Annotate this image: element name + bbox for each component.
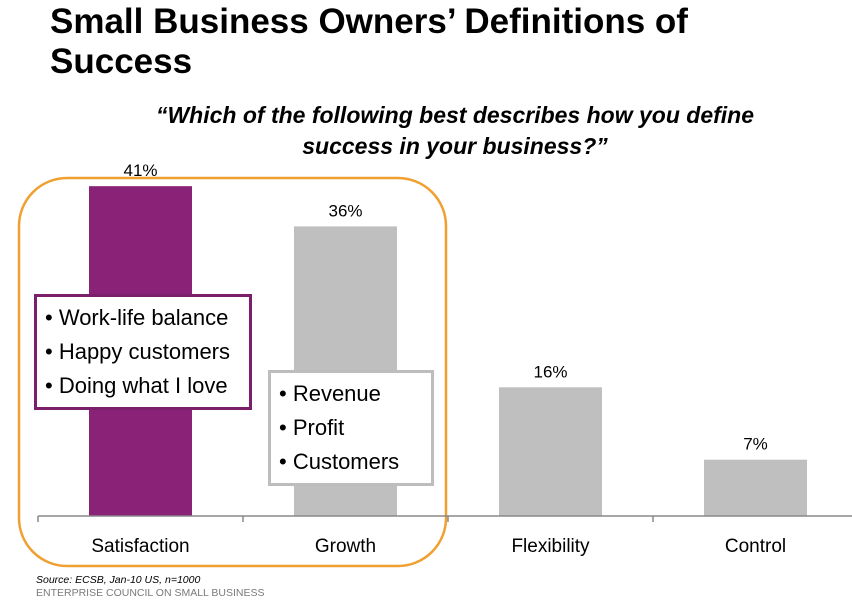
callout-item: Doing what I love [45,369,241,403]
source-note: Source: ECSB, Jan-10 US, n=1000 [36,574,201,586]
data-label-control: 7% [743,435,768,454]
title-line-1: Small Business Owners’ Definitions of [50,2,688,41]
callout-item: Work-life balance [45,301,241,335]
bar-control [704,459,807,516]
category-label-growth: Growth [315,536,376,557]
data-label-satisfaction: 41% [123,161,157,180]
highlight-frame [17,176,448,568]
category-label-control: Control [725,536,786,557]
growth-callout: Revenue Profit Customers [268,370,434,486]
callout-item: Profit [279,411,423,445]
data-label-growth: 36% [328,201,362,220]
category-label-satisfaction: Satisfaction [91,536,189,557]
chart-title: Small Business Owners’ Definitions of Su… [50,2,688,82]
survey-question: “Which of the following best describes h… [95,100,815,162]
category-label-flexibility: Flexibility [511,536,590,557]
callout-item: Happy customers [45,335,241,369]
data-label-flexibility: 16% [533,362,567,381]
bar-flexibility [499,387,602,516]
question-line-1: “Which of the following best describes h… [155,102,755,128]
axis-ticks-group: Satisfaction Growth Flexibility Control [37,516,786,557]
title-line-2: Success [50,42,193,81]
callout-item: Revenue [279,377,423,411]
callout-item: Customers [279,445,423,479]
question-line-2: success in your business?” [302,133,608,159]
satisfaction-callout: Work-life balance Happy customers Doing … [34,294,252,410]
organization-name: ENTERPRISE COUNCIL ON SMALL BUSINESS [36,587,265,599]
